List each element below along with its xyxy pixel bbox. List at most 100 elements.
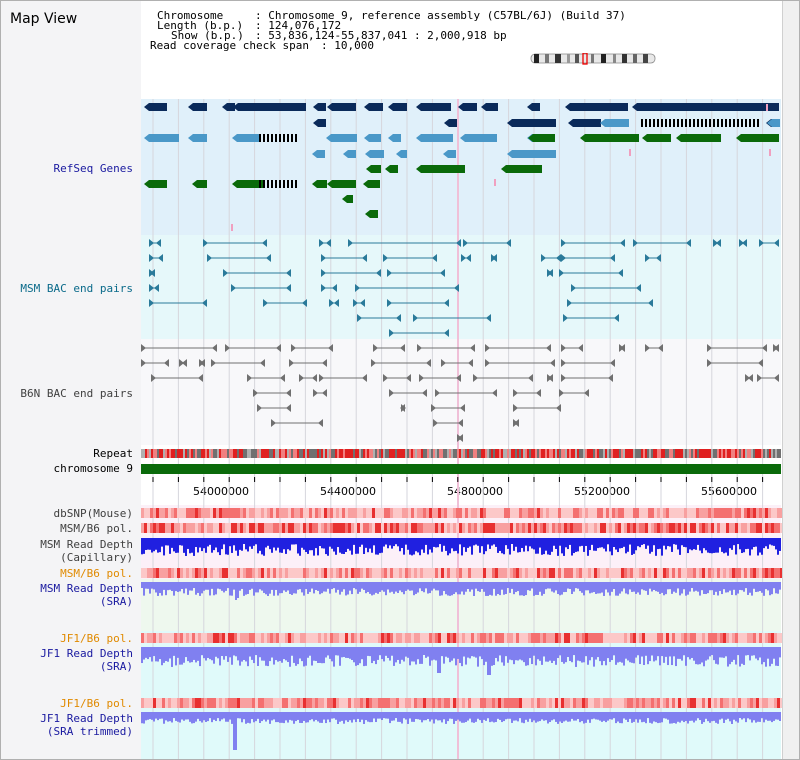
repeat-segment <box>185 449 187 458</box>
repeat-segment <box>141 449 143 458</box>
repeat-segment <box>217 449 219 458</box>
repeat-segment <box>535 449 537 458</box>
repeat-segment <box>581 449 583 458</box>
repeat-segment <box>317 449 319 458</box>
repeat-segment <box>609 449 611 458</box>
track-label-refseq[interactable]: RefSeq Genes <box>53 162 133 175</box>
repeat-segment <box>331 449 333 458</box>
repeat-segment <box>163 449 165 458</box>
repeat-segment <box>409 449 411 458</box>
repeat-segment <box>441 449 443 458</box>
repeat-segment <box>377 449 379 458</box>
repeat-segment <box>449 449 451 458</box>
repeat-segment <box>251 449 253 458</box>
repeat-segment <box>395 449 397 458</box>
repeat-segment <box>467 449 469 458</box>
repeat-segment <box>269 449 271 458</box>
track-label-b6n-bac[interactable]: B6N BAC end pairs <box>20 387 133 400</box>
repeat-segment <box>565 449 567 458</box>
repeat-segment <box>369 449 371 458</box>
repeat-segment <box>695 449 697 458</box>
repeat-segment <box>621 449 623 458</box>
repeat-segment <box>485 449 487 458</box>
repeat-segment <box>289 449 291 458</box>
repeat-segment <box>403 449 405 458</box>
track-label-msm-b6-pol[interactable]: MSM/B6 pol. <box>60 522 133 535</box>
repeat-segment <box>705 449 707 458</box>
repeat-segment <box>373 449 375 458</box>
repeat-segment <box>149 449 151 458</box>
track-label-jf1-depth-sra[interactable]: JF1 Read Depth <box>40 647 133 660</box>
repeat-segment <box>187 449 189 458</box>
track-label-msm-depth-capillary-sub: (Capillary) <box>60 551 133 564</box>
repeat-segment <box>719 449 721 458</box>
axis-tick-label: 54800000 <box>447 485 503 498</box>
track-label-jf1-pol-2[interactable]: JF1/B6 pol. <box>60 697 133 710</box>
chromosome-ideogram[interactable] <box>529 53 659 65</box>
repeat-segment <box>169 449 171 458</box>
track-label-msm-depth-sra[interactable]: MSM Read Depth <box>40 582 133 595</box>
repeat-segment <box>339 449 341 458</box>
repeat-segment <box>453 449 455 458</box>
repeat-segment <box>183 449 185 458</box>
repeat-segment <box>757 449 759 458</box>
repeat-segment <box>417 449 419 458</box>
repeat-segment <box>575 449 577 458</box>
repeat-segment <box>167 449 169 458</box>
repeat-segment <box>613 449 615 458</box>
repeat-segment <box>181 449 183 458</box>
repeat-segment <box>255 449 257 458</box>
repeat-segment <box>265 449 267 458</box>
track-label-msm-bac[interactable]: MSM BAC end pairs <box>20 282 133 295</box>
repeat-segment <box>767 449 769 458</box>
repeat-segment <box>323 449 325 458</box>
repeat-segment <box>759 449 761 458</box>
repeat-segment <box>683 449 685 458</box>
repeat-segment <box>407 449 409 458</box>
repeat-segment <box>761 449 763 458</box>
repeat-segment <box>189 449 191 458</box>
repeat-segment <box>577 449 579 458</box>
repeat-segment <box>423 449 425 458</box>
track-label-jf1-pol[interactable]: JF1/B6 pol. <box>60 632 133 645</box>
repeat-segment <box>291 449 293 458</box>
repeat-segment <box>501 449 503 458</box>
repeat-segment <box>283 449 285 458</box>
repeat-segment <box>737 449 739 458</box>
repeat-segment <box>579 449 581 458</box>
track-label-jf1-depth-trimmed-sub: (SRA trimmed) <box>46 725 133 738</box>
track-label-jf1-depth-trimmed[interactable]: JF1 Read Depth <box>40 712 133 725</box>
repeat-segment <box>707 449 709 458</box>
repeat-segment <box>507 449 509 458</box>
track-label-msm-depth-capillary[interactable]: MSM Read Depth <box>40 538 133 551</box>
repeat-segment <box>699 449 701 458</box>
repeat-segment <box>701 449 703 458</box>
repeat-segment <box>427 449 429 458</box>
repeat-segment <box>315 449 317 458</box>
repeat-segment <box>335 449 337 458</box>
repeat-segment <box>243 449 245 458</box>
repeat-segment <box>379 449 381 458</box>
repeat-segment <box>749 449 751 458</box>
repeat-segment <box>439 449 441 458</box>
repeat-segment <box>541 449 543 458</box>
repeat-segment <box>511 449 513 458</box>
repeat-segment <box>193 449 195 458</box>
repeat-segment <box>745 449 747 458</box>
repeat-segment <box>401 449 403 458</box>
repeat-segment <box>721 449 723 458</box>
length-label: Length (b.p.) <box>157 19 244 32</box>
track-label-msm-b6-pol-2[interactable]: MSM/B6 pol. <box>60 567 133 580</box>
repeat-segment <box>753 449 755 458</box>
repeat-segment <box>549 449 551 458</box>
repeat-segment <box>647 449 649 458</box>
vertical-scrollbar[interactable] <box>782 1 799 759</box>
repeat-segment <box>543 449 545 458</box>
repeat-segment <box>231 449 233 458</box>
repeat-segment <box>399 449 401 458</box>
repeat-segment <box>671 449 673 458</box>
repeat-segment <box>249 449 251 458</box>
track-label-dbsnp[interactable]: dbSNP(Mouse) <box>53 507 133 520</box>
repeat-segment <box>773 449 775 458</box>
repeat-segment <box>673 449 675 458</box>
